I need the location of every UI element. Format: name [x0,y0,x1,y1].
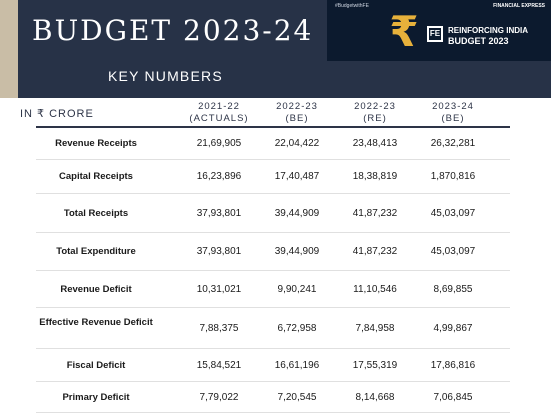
table-cell: 15,84,521 [196,359,242,371]
unit-label: IN ₹ CRORE [20,108,94,120]
table-cell: 4,99,867 [433,322,473,334]
column-header: 2023-24 (BE) [414,101,492,125]
table-cell: 39,44,909 [274,207,320,219]
row-label: Effective Revenue Deficit [39,316,153,328]
row-label: Fiscal Deficit [66,359,126,371]
column-header: 2021-22 (ACTUALS) [180,101,258,125]
table-row: Revenue Receipts 21,69,905 22,04,422 23,48,… [36,128,510,160]
column-header-year: 2023-24 [432,101,474,112]
column-header-type: (BE) [285,113,309,124]
table-row: Effective Revenue Deficit 7,88,375 6,72,95… [36,308,510,349]
table-cell: 16,23,896 [196,171,242,182]
table-row: Fiscal Deficit 15,84,521 16,61,196 17,55,31… [36,349,510,382]
row-label: Total Expenditure [56,246,136,257]
table-cell: 8,14,668 [355,391,395,403]
row-label: Revenue Deficit [60,283,132,295]
column-header-type: (ACTUALS) [189,113,249,124]
table-row: Total Expenditure 37,93,801 39,44,909 41,87… [36,233,510,271]
row-label: Primary Deficit [62,391,130,403]
column-header-type: (RE) [363,113,387,124]
table-cell: 41,87,232 [352,207,398,219]
table-cell: 45,03,097 [430,246,476,257]
banner-hashtag: #BudgetwithFE [335,3,369,9]
table-cell: 7,79,022 [199,391,239,403]
row-label: Capital Receipts [59,171,133,182]
table-cell: 10,31,021 [196,283,242,295]
table-cell: 21,69,905 [196,138,242,149]
column-header: 2022-23 (BE) [258,101,336,125]
table-cell: 39,44,909 [274,246,320,257]
column-header-type: (BE) [441,113,465,124]
table-cell: 8,69,855 [433,283,473,295]
table-cell: 45,03,097 [430,207,476,219]
table-cell: 41,87,232 [352,246,398,257]
row-label: Total Receipts [63,207,129,219]
table-cell: 37,93,801 [196,207,242,219]
table-cell: 17,86,816 [430,359,476,371]
column-header: 2022-23 (RE) [336,101,414,125]
header-rule [36,126,510,128]
banner-tagline: REINFORCING INDIA [448,26,528,35]
table-cell: 7,84,958 [355,322,395,334]
table-cell: 1,870,816 [430,171,476,182]
table-cell: 7,20,545 [277,391,317,403]
banner-title: BUDGET 2023 [448,36,509,46]
table-cell: 11,10,546 [353,283,397,295]
table-cell: 17,55,319 [352,359,398,371]
fe-logo: FE [427,26,443,42]
table-row: Primary Deficit 7,79,022 7,20,545 8,14,668 7… [36,382,510,413]
table-cell: 7,06,845 [433,391,473,403]
column-header-year: 2022-23 [354,101,396,112]
banner-brand: FINANCIAL EXPRESS [493,3,545,9]
row-label: Revenue Receipts [55,138,137,149]
page-subtitle: KEY NUMBERS [108,68,223,84]
column-header-year: 2022-23 [276,101,318,112]
table-row: Total Receipts 37,93,801 39,44,909 41,87,23… [36,194,510,233]
table-cell: 37,93,801 [196,246,242,257]
column-header-year: 2021-22 [198,101,240,112]
table-cell: 9,90,241 [277,283,317,295]
table-cell: 26,32,281 [430,138,476,149]
page-title: BUDGET 2023-24 [32,14,314,47]
budget-banner: #BudgetwithFE FINANCIAL EXPRESS ₹ FE REI… [327,0,551,61]
table-cell: 17,40,487 [274,171,320,182]
table-cell: 6,72,958 [277,322,317,334]
left-accent-strip [0,0,18,98]
table-cell: 23,48,413 [352,138,398,149]
table-cell: 22,04,422 [274,138,320,149]
table-row: Revenue Deficit 10,31,021 9,90,241 11,10,54… [36,271,510,308]
table-cell: 7,88,375 [199,322,239,334]
table-row: Capital Receipts 16,23,896 17,40,487 18,38,… [36,160,510,194]
table-cell: 18,38,819 [352,171,398,182]
table-cell: 16,61,196 [274,359,320,371]
rupee-icon: ₹ [389,8,419,55]
